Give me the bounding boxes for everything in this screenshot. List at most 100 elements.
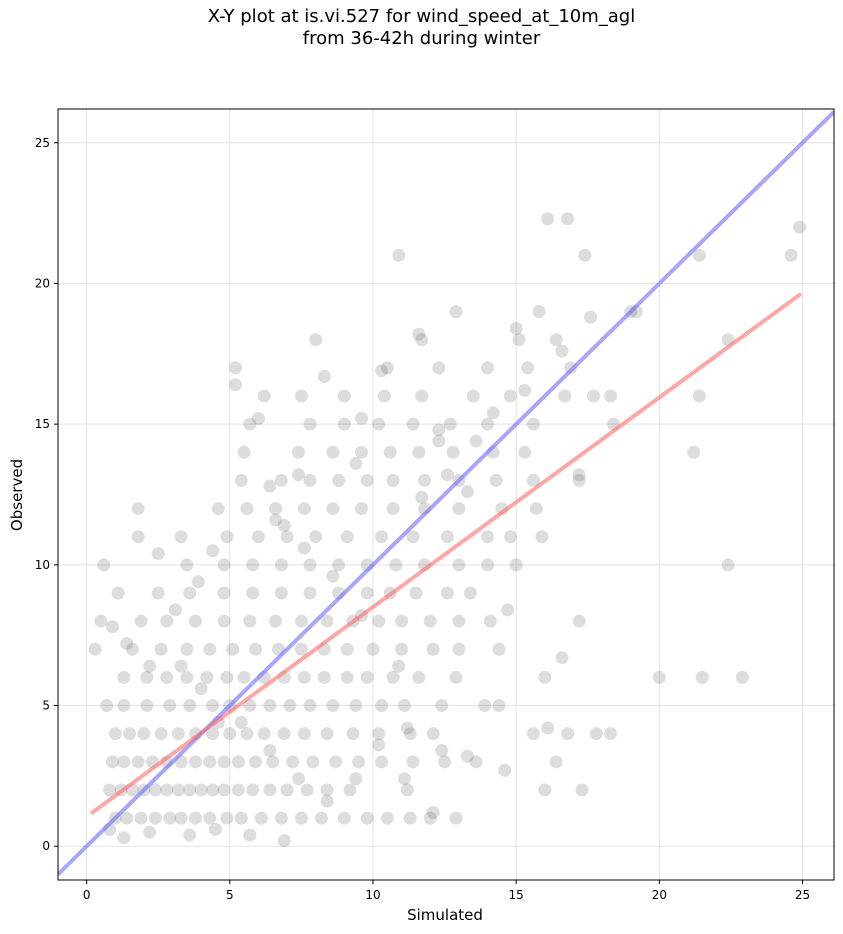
data-point [337,417,351,431]
y-tick-label: 10 [35,558,50,572]
data-point [501,603,515,617]
data-point [294,811,308,825]
x-tick-label: 5 [226,888,234,902]
data-point [423,811,437,825]
data-point [415,490,429,504]
data-point [498,763,512,777]
data-point [303,558,317,572]
data-point [360,586,374,600]
data-point [180,558,194,572]
data-point [168,603,182,617]
data-point [251,530,265,544]
data-point [117,755,131,769]
data-point [403,727,417,741]
data-point [521,361,535,375]
data-point [174,811,188,825]
data-point [217,783,231,797]
data-point [249,755,263,769]
data-point [555,344,569,358]
data-point [555,651,569,665]
data-point [206,727,220,741]
data-point [375,755,389,769]
ticks-layer: 0 5 10 15 20 25 0 5 10 15 20 25 [35,136,810,902]
data-point [120,637,134,651]
data-point [108,727,122,741]
data-point [103,783,117,797]
data-point [234,715,248,729]
data-point [483,614,497,628]
data-point [234,811,248,825]
data-point [435,744,449,758]
data-point [277,834,291,848]
data-point [526,417,540,431]
data-point [206,699,220,713]
data-point [163,699,177,713]
data-point [449,305,463,319]
data-point [274,558,288,572]
data-point [793,220,807,234]
data-point [578,248,592,262]
lines-layer [58,110,834,876]
data-point [652,670,666,684]
points-layer [88,212,807,848]
data-point [518,445,532,459]
data-point [280,530,294,544]
data-point [294,642,308,656]
data-point [386,670,400,684]
data-point [309,530,323,544]
data-point [151,547,165,561]
data-point [105,620,119,634]
data-point [426,642,440,656]
data-point [257,727,271,741]
data-point [286,755,300,769]
data-point [208,822,222,836]
data-point [140,670,154,684]
data-point [229,378,243,392]
data-point [249,642,263,656]
regression-fit-line [90,292,802,815]
data-point [120,811,134,825]
data-point [117,831,131,845]
data-point [292,772,306,786]
data-point [254,811,268,825]
data-point [452,642,466,656]
chart-title: X-Y plot at is.vi.527 for wind_speed_at_… [0,6,843,50]
data-point [243,828,257,842]
data-point [558,389,572,403]
data-point [143,659,157,673]
data-point [349,699,363,713]
data-point [134,614,148,628]
data-point [277,518,291,532]
data-point [263,479,277,493]
data-point [541,212,555,226]
data-point [529,502,543,516]
data-point [283,699,297,713]
data-point [160,614,174,628]
data-point [200,670,214,684]
data-point [418,473,432,487]
x-tick-label: 10 [365,888,380,902]
data-point [125,642,139,656]
data-point [360,811,374,825]
data-point [246,558,260,572]
data-point [360,670,374,684]
data-point [366,642,380,656]
data-point [735,670,749,684]
data-point [300,783,314,797]
data-point [148,783,162,797]
data-point [478,699,492,713]
data-point [526,727,540,741]
data-point [440,530,454,544]
data-point [143,825,157,839]
data-point [160,783,174,797]
data-point [174,530,188,544]
data-point [229,361,243,375]
y-tick-label: 20 [35,276,50,290]
x-tick-label: 15 [509,888,524,902]
y-tick-label: 25 [35,136,50,150]
data-point [584,310,598,324]
data-point [243,614,257,628]
x-tick-label: 0 [83,888,91,902]
data-point [269,513,283,527]
